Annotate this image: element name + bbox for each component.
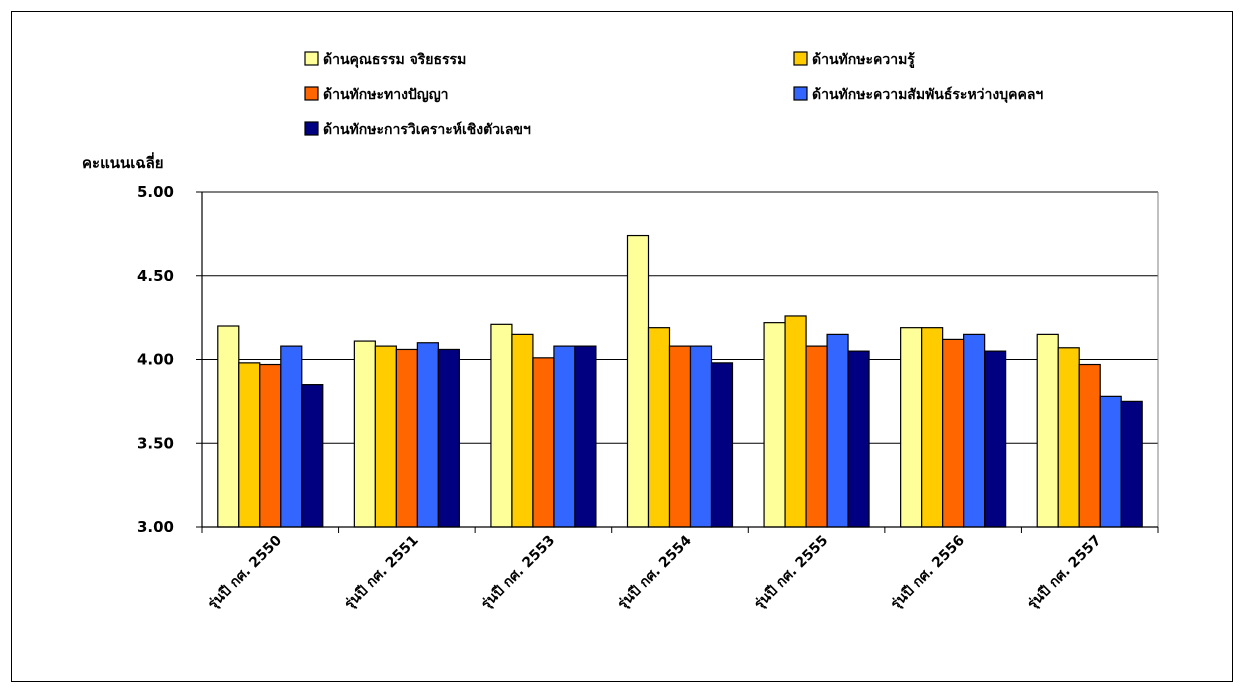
bar	[1036, 333, 1059, 528]
bar	[647, 327, 671, 528]
legend-label: ด้านทักษะทางปัญญา	[323, 87, 449, 103]
legend-swatch	[793, 86, 808, 101]
legend-swatch	[304, 51, 319, 66]
y-tick-labels: 3.00 3.50 4.00 4.50 5.00	[137, 183, 174, 536]
bar	[710, 362, 734, 528]
bar	[374, 345, 397, 528]
y-tick-label: 4.00	[137, 351, 174, 369]
bar	[689, 345, 713, 528]
bar	[847, 350, 870, 528]
y-axis-title: คะแนนเฉลี่ย	[82, 152, 164, 172]
bar	[1099, 395, 1122, 528]
bar	[574, 345, 597, 528]
y-tick-label: 3.00	[137, 518, 174, 536]
x-tick-label: รุ่นปี กศ. 2554	[615, 532, 695, 612]
bar	[984, 350, 1007, 528]
x-tick-label: รุ่นปี กศ. 2553	[478, 533, 558, 613]
bar	[490, 323, 513, 528]
bar	[942, 338, 965, 528]
y-tick-label: 5.00	[137, 183, 174, 201]
bar	[395, 348, 418, 528]
legend-label: ด้านคุณธรรม จริยธรรม	[323, 52, 466, 68]
legend: ด้านคุณธรรม จริยธรรม ด้านทักษะความรู้ด้าน…	[304, 51, 1043, 138]
chart-frame	[11, 11, 1233, 682]
bar	[826, 333, 849, 528]
bar	[900, 327, 923, 528]
legend-swatch	[304, 86, 319, 101]
bar	[921, 327, 944, 528]
bar	[511, 333, 534, 528]
legend-label: ด้านทักษะความสัมพันธ์ระหว่างบุคคลฯ	[812, 86, 1043, 103]
y-tick-label: 3.50	[137, 434, 174, 452]
bar	[259, 363, 282, 528]
bar	[532, 357, 555, 528]
bar	[416, 342, 439, 528]
bar	[1078, 363, 1101, 528]
x-tick-label: รุ่นปี กศ. 2550	[205, 532, 285, 612]
legend-label: ด้านทักษะการวิเคราะห์เชิงตัวเลขฯ	[323, 121, 531, 138]
axes	[196, 191, 1159, 533]
x-tick-label: รุ่นปี กศ. 2555	[751, 533, 831, 613]
x-tick-label: รุ่นปี กศ. 2556	[888, 533, 968, 613]
y-tick-label: 4.50	[137, 267, 174, 285]
bar	[437, 348, 460, 528]
x-tick-label: รุ่นปี กศ. 2557	[1024, 533, 1104, 613]
bars	[217, 234, 1143, 528]
bar	[1057, 347, 1080, 528]
bar	[301, 384, 324, 528]
bar	[238, 362, 261, 528]
bar	[1120, 400, 1143, 528]
bar	[784, 315, 807, 528]
bar	[963, 333, 986, 528]
x-tick-labels: รุ่นปี กศ. 2550 รุ่นปี กศ. 2551 รุ่นปี กศ.…	[205, 532, 1105, 612]
bar	[668, 345, 692, 528]
bar	[217, 325, 240, 528]
bar	[280, 345, 303, 528]
bar	[553, 345, 576, 528]
bar	[353, 340, 376, 528]
x-tick-label: รุ่นปี กศ. 2551	[342, 533, 422, 613]
bar	[626, 234, 650, 528]
bar	[763, 322, 786, 528]
legend-swatch	[304, 121, 319, 136]
legend-swatch	[793, 51, 808, 66]
legend-label: ด้านทักษะความรู้	[812, 52, 915, 68]
bar	[805, 345, 828, 528]
